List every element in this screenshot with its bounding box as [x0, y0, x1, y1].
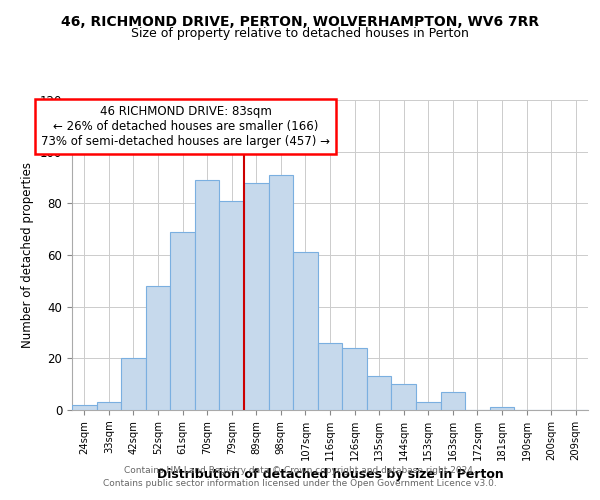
Bar [391, 384, 416, 410]
Bar [367, 376, 391, 410]
Bar [121, 358, 146, 410]
Y-axis label: Number of detached properties: Number of detached properties [22, 162, 34, 348]
Bar [440, 392, 465, 410]
Bar [342, 348, 367, 410]
Bar [416, 402, 440, 410]
X-axis label: Distribution of detached houses by size in Perton: Distribution of detached houses by size … [157, 468, 503, 481]
Bar [72, 405, 97, 410]
Bar [170, 232, 195, 410]
Text: Size of property relative to detached houses in Perton: Size of property relative to detached ho… [131, 28, 469, 40]
Bar [195, 180, 220, 410]
Text: 46 RICHMOND DRIVE: 83sqm
← 26% of detached houses are smaller (166)
73% of semi-: 46 RICHMOND DRIVE: 83sqm ← 26% of detach… [41, 104, 330, 148]
Bar [490, 408, 514, 410]
Text: Contains HM Land Registry data © Crown copyright and database right 2024.
Contai: Contains HM Land Registry data © Crown c… [103, 466, 497, 487]
Bar [97, 402, 121, 410]
Bar [220, 200, 244, 410]
Bar [244, 182, 269, 410]
Text: 46, RICHMOND DRIVE, PERTON, WOLVERHAMPTON, WV6 7RR: 46, RICHMOND DRIVE, PERTON, WOLVERHAMPTO… [61, 15, 539, 29]
Bar [146, 286, 170, 410]
Bar [269, 175, 293, 410]
Bar [318, 343, 342, 410]
Bar [293, 252, 318, 410]
